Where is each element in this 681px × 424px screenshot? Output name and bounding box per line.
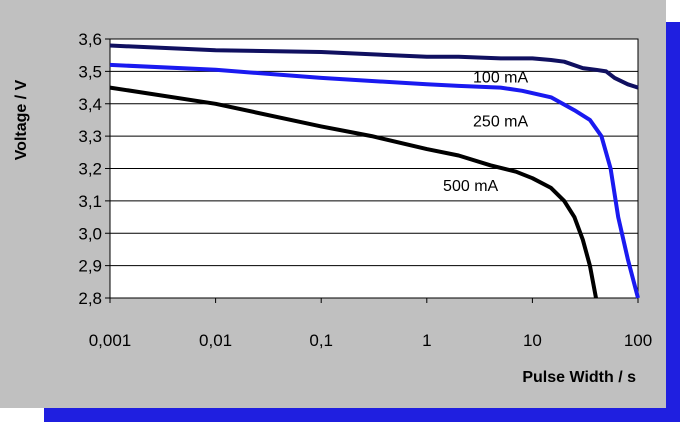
- y-axis-title: Voltage / V: [13, 79, 30, 160]
- series-label: 100 mA: [473, 70, 528, 87]
- x-tick-label: 0,001: [89, 331, 132, 350]
- x-tick-label: 0,1: [309, 331, 333, 350]
- x-tick-label: 0,01: [199, 331, 232, 350]
- x-tick-label: 1: [422, 331, 431, 350]
- x-axis-title: Pulse Width / s: [522, 369, 636, 386]
- y-tick-label: 2,9: [78, 257, 102, 276]
- series-label: 250 mA: [473, 113, 528, 130]
- series-line-500-ma: [109, 85, 598, 299]
- series-line-100-ma: [109, 43, 639, 90]
- x-tick-labels: 0,001 0,01 0,1 1 10 100: [89, 331, 652, 350]
- y-tick-label: 3,5: [78, 62, 102, 81]
- series-label: 500 mA: [443, 178, 498, 195]
- series-labels: 100 mA 250 mA 500 mA: [443, 70, 528, 195]
- y-tick-label: 3,1: [78, 192, 102, 211]
- y-tick-label: 3,4: [78, 95, 102, 114]
- y-tick-label: 3,2: [78, 160, 102, 179]
- y-tick-label: 3,6: [78, 30, 102, 49]
- y-tick-label: 3,0: [78, 224, 102, 243]
- y-tick-label: 2,8: [78, 289, 102, 308]
- x-tick-label: 10: [523, 331, 542, 350]
- x-tick-label: 100: [624, 331, 652, 350]
- y-tick-labels: 2,8 2,9 3,0 3,1 3,2 3,3 3,4 3,5 3,6: [78, 30, 102, 308]
- y-tick-label: 3,3: [78, 127, 102, 146]
- series-line-250-ma: [109, 62, 640, 299]
- grid-lines: [105, 38, 639, 303]
- series-lines: [109, 43, 640, 299]
